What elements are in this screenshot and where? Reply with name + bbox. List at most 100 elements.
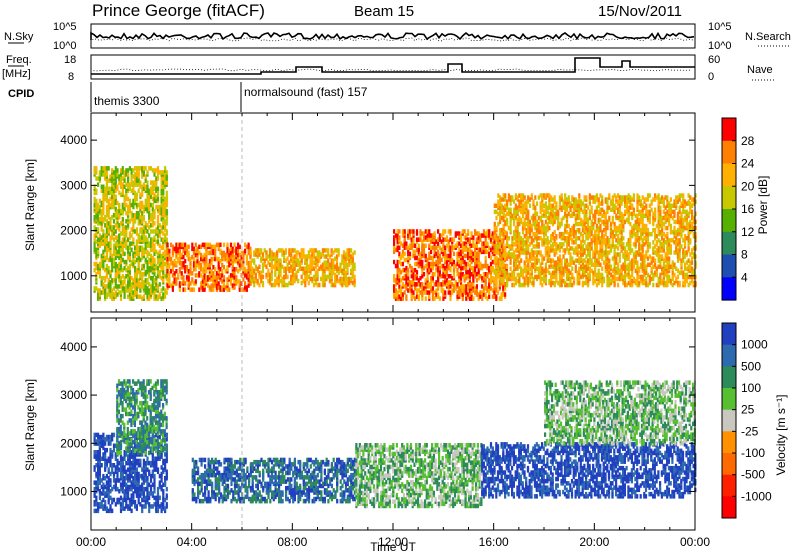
power-cell [93, 233, 96, 238]
power-cell [396, 276, 399, 281]
power-cell [482, 286, 485, 291]
power-cell [291, 248, 294, 253]
power-cell [156, 269, 160, 275]
power-cell [564, 227, 567, 233]
power-cell [588, 274, 591, 280]
power-cell [141, 272, 144, 277]
power-cell [141, 245, 144, 250]
power-cell [327, 258, 330, 263]
power-cell [543, 209, 546, 215]
power-cell [274, 252, 277, 257]
power-cell [148, 282, 151, 287]
power-cell [583, 240, 586, 245]
power-cell [509, 266, 512, 271]
power-cell [153, 180, 156, 185]
power-cell [567, 268, 570, 274]
power-cell [482, 229, 485, 234]
power-cell [606, 197, 609, 202]
power-cell [222, 287, 226, 292]
power-cell [574, 213, 577, 219]
power-cell [514, 225, 517, 231]
power-cell [185, 275, 189, 280]
power-cell [458, 290, 461, 295]
power-cell [437, 249, 440, 255]
power-cell [109, 288, 112, 293]
power-cell [445, 259, 449, 265]
power-cell [599, 262, 602, 267]
power-cell [137, 178, 140, 183]
power-cell [171, 248, 174, 254]
power-cell [497, 266, 500, 271]
power-cell [609, 244, 613, 249]
power-cell [585, 244, 588, 249]
power-cell [393, 249, 396, 255]
power-cell [574, 197, 577, 202]
power-cell [451, 261, 454, 267]
power-cell [601, 234, 604, 239]
power-cell [613, 272, 616, 278]
power-cell [578, 250, 581, 255]
power-cell [139, 166, 142, 171]
power-cell [422, 231, 426, 236]
power-cell [221, 279, 224, 284]
power-cell [293, 254, 296, 259]
power-cell [160, 180, 163, 185]
power-cell [128, 182, 131, 187]
power-cell [144, 241, 147, 246]
power-cell [127, 196, 130, 202]
power-cell [638, 242, 641, 247]
power-cell [123, 265, 126, 271]
power-cell [587, 242, 590, 247]
power-cell [137, 278, 140, 283]
power-cell [153, 286, 156, 291]
power-cell [521, 221, 525, 227]
power-cell [141, 251, 144, 257]
power-cell [222, 250, 226, 256]
power-cell [431, 265, 434, 271]
power-cell [229, 273, 233, 278]
power-cell [617, 266, 620, 271]
power-cell [160, 170, 163, 175]
power-cell [93, 261, 96, 267]
power-cell [151, 213, 154, 218]
power-cell [594, 195, 597, 200]
power-cell [433, 272, 436, 277]
power-cell [123, 174, 126, 179]
power-cell [571, 231, 574, 237]
power-cell [334, 248, 337, 253]
power-cell [305, 262, 309, 267]
power-cell [445, 253, 449, 259]
power-cell [171, 273, 174, 278]
power-cell [534, 264, 537, 269]
power-cell [162, 231, 165, 236]
power-cell [569, 276, 572, 282]
power-cell [638, 221, 641, 227]
power-cell [261, 262, 265, 267]
power-cell [249, 250, 252, 255]
power-cell [407, 282, 410, 287]
power-cell [198, 260, 201, 266]
power-cell [141, 280, 144, 285]
power-cell [165, 229, 168, 234]
power-cell [458, 231, 461, 236]
power-cell [166, 242, 169, 248]
power-cell [422, 237, 426, 242]
power-cell [194, 248, 197, 254]
power-cell [625, 250, 628, 255]
power-cell [527, 262, 530, 267]
power-cell [119, 276, 123, 281]
power-cell [194, 273, 197, 278]
power-cell [544, 211, 547, 217]
power-cell [580, 264, 583, 269]
power-cell [104, 186, 107, 191]
power-cell [139, 219, 142, 224]
power-cell [479, 274, 482, 279]
power-cell [279, 278, 282, 284]
power-cell [141, 235, 144, 240]
power-cell [350, 254, 353, 259]
power-cell [504, 235, 507, 240]
power-cell [442, 247, 445, 253]
power-cell [192, 281, 196, 286]
power-cell [574, 238, 577, 243]
power-cell [601, 272, 604, 278]
